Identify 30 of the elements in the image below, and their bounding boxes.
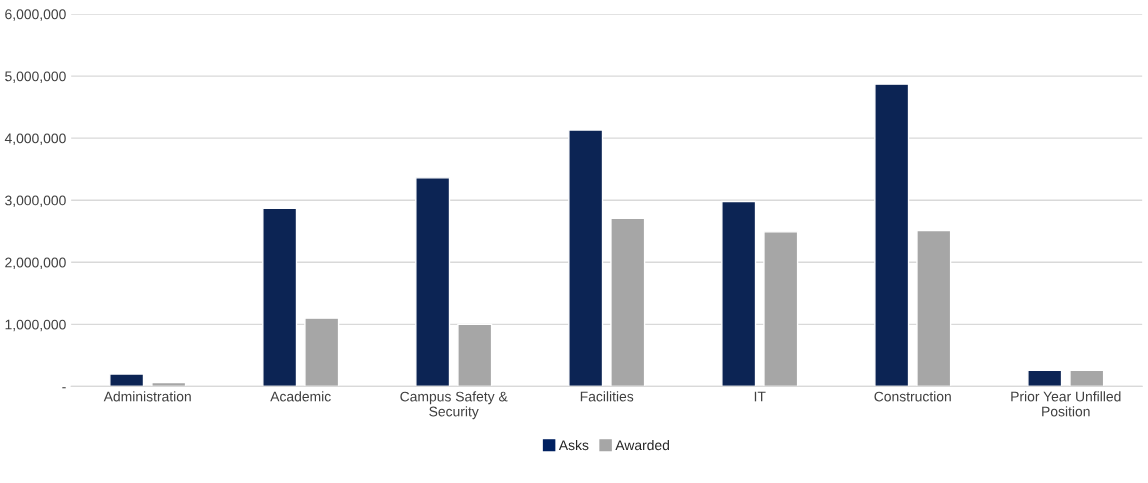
- bar: [610, 217, 646, 387]
- bar: [721, 200, 757, 387]
- bar: [262, 207, 298, 387]
- y-tick-label: 6,000,000: [5, 9, 66, 21]
- x-tick-label: Prior Year Unfilled Position: [1011, 391, 1121, 417]
- bar: [1027, 369, 1063, 387]
- bar: [109, 373, 145, 387]
- bar: [304, 317, 340, 387]
- y-tick-label: 1,000,000: [5, 319, 66, 332]
- legend-label: Asks: [558, 439, 589, 451]
- x-tick-label: Facilities: [580, 391, 634, 402]
- bar: [763, 231, 799, 387]
- x-tick-label: Administration: [103, 391, 191, 402]
- bar: [568, 129, 604, 387]
- bar: [916, 229, 952, 387]
- x-tick-label: Academic: [270, 391, 331, 402]
- bar: [415, 177, 451, 387]
- y-tick-label: 2,000,000: [5, 257, 66, 270]
- y-tick-label: 3,000,000: [5, 195, 66, 208]
- y-tick-label: 4,000,000: [4, 133, 66, 145]
- x-tick-label: Construction: [874, 391, 951, 402]
- y-tick-label: 5,000,000: [5, 71, 66, 83]
- bar: [151, 381, 187, 387]
- bar: [457, 323, 493, 387]
- y-tick-label: -: [62, 387, 66, 389]
- bar: [874, 83, 910, 387]
- x-tick-label: Campus Safety & Security: [400, 391, 508, 420]
- bar: [1069, 369, 1105, 387]
- legend-label: Awarded: [615, 439, 669, 451]
- x-tick-label: IT: [754, 391, 766, 402]
